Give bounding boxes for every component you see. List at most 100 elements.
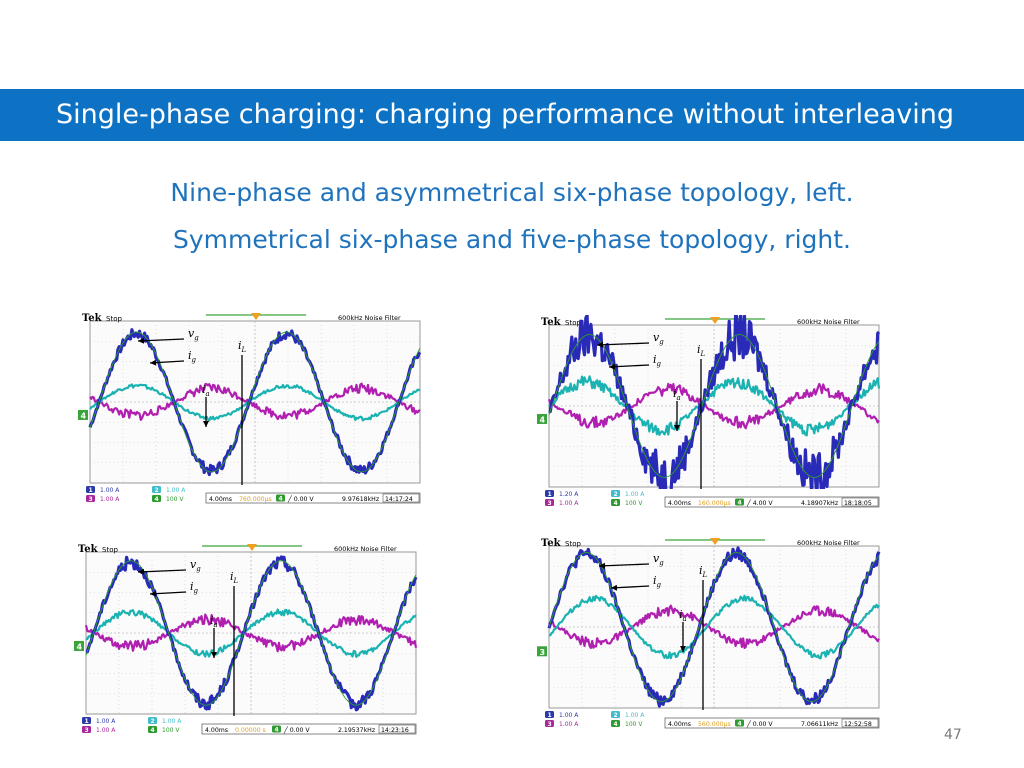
trace-ig — [548, 375, 881, 437]
scope-state: Stop — [102, 546, 118, 554]
arrow-ig — [149, 591, 187, 595]
trigger-position-icon — [247, 544, 257, 551]
channel-1-scale: 1.00 A — [96, 718, 116, 725]
arrow-ia-head — [674, 425, 680, 431]
trigger-position-readout: 0.00000 s — [235, 727, 266, 734]
channel-reference-marker — [74, 640, 84, 651]
trigger-channel-badge — [735, 719, 744, 727]
scope-brand: Tek — [541, 538, 562, 549]
trigger-channel-badge-number: 4 — [738, 500, 742, 507]
arrow-vg-head — [138, 337, 145, 344]
channel-2-badge-number: 2 — [614, 712, 618, 719]
subtitle-line-1: Nine-phase and asymmetrical six-phase to… — [170, 178, 854, 207]
trigger-position-icon — [251, 313, 261, 320]
arrow-vg — [598, 563, 650, 567]
trigger-channel-badge-number: 4 — [275, 727, 279, 734]
channel-2-scale: 1.00 A — [625, 491, 645, 498]
channel-4-badge-number: 4 — [614, 500, 618, 507]
channel-2-scale: 1.00 A — [625, 712, 645, 719]
arrow-ig — [608, 364, 650, 368]
channel-4-scale: 100 V — [162, 727, 180, 734]
status-strip — [664, 717, 880, 729]
frequency-readout: 7.06611kHz — [801, 721, 838, 728]
channel-2-scale: 1.00 A — [166, 487, 186, 494]
channel-3-scale: 1.00 A — [559, 721, 579, 728]
arrow-vg — [596, 342, 650, 346]
arrow-vg-head — [138, 568, 145, 575]
trigger-channel-badge-number: 4 — [738, 721, 742, 728]
channel-2-badge-number: 2 — [614, 491, 618, 498]
timebase-readout: 4.00ms — [205, 727, 228, 734]
trace-vg-envelope — [548, 552, 880, 702]
oscilloscope-capture-top-left: Tek Stop 600kHz Noise Filter 4 vg ig iL ia 1 1.00… — [76, 311, 422, 504]
scope-filter: 600kHz Noise Filter — [334, 545, 397, 553]
channel-3-scale: 1.00 A — [100, 496, 120, 503]
status-strip — [664, 496, 880, 508]
label-il: iL — [697, 343, 706, 358]
trace-ig — [548, 594, 880, 660]
channel-2-badge — [611, 711, 620, 718]
arrow-vg-head — [599, 562, 606, 569]
channel-1-badge — [86, 486, 95, 493]
timebase-readout: 4.00ms — [668, 500, 691, 507]
channel-2-badge-number: 2 — [155, 487, 159, 494]
channel-1-badge-number: 1 — [85, 718, 89, 725]
label-il: iL — [230, 570, 239, 585]
scope-state: Stop — [565, 540, 581, 548]
trace-il — [84, 613, 418, 653]
channel-3-scale: 1.00 A — [559, 500, 579, 507]
label-vg: vg — [653, 331, 664, 346]
trace-vg-envelope — [548, 334, 880, 478]
frequency-readout: 9.97618kHz — [342, 496, 379, 503]
label-vg: vg — [190, 558, 201, 573]
oscilloscope-capture-bottom-left: Tek Stop 600kHz Noise Filter 4 vg ig iL ia 1 1.00… — [72, 542, 418, 735]
channel-4-scale: 100 V — [166, 496, 184, 503]
arrow-ia-head — [680, 646, 686, 652]
channel-2-badge — [152, 486, 161, 493]
timestamp-readout: 14:23:16 — [381, 727, 409, 734]
label-il: iL — [238, 339, 247, 354]
channel-3-badge — [86, 495, 95, 502]
channel-4-badge — [611, 720, 620, 727]
trigger-level-readout: ╱ 0.00 V — [746, 720, 773, 728]
channel-4-scale: 100 V — [625, 721, 643, 728]
label-vg: vg — [188, 327, 199, 342]
channel-2-badge-number: 2 — [151, 718, 155, 725]
timebase-readout: 4.00ms — [209, 496, 232, 503]
title-bar: Single-phase charging: charging performa… — [0, 89, 1024, 141]
channel-1-badge-number: 1 — [548, 491, 552, 498]
trace-vg — [548, 315, 881, 500]
channel-1-badge-number: 1 — [89, 487, 93, 494]
trigger-channel-badge-number: 4 — [279, 496, 283, 503]
label-ig: ig — [190, 580, 199, 595]
channel-3-badge-number: 3 — [85, 727, 89, 734]
trigger-channel-badge — [735, 498, 744, 506]
channel-2-badge — [611, 490, 620, 497]
arrow-vg — [137, 338, 185, 342]
trace-vg-envelope — [89, 331, 421, 473]
channel-4-scale: 100 V — [625, 500, 643, 507]
scope-brand: Tek — [541, 317, 562, 328]
channel-1-scale: 1.00 A — [559, 712, 579, 719]
channel-4-badge — [611, 499, 620, 506]
arrow-vg-head — [597, 341, 604, 348]
arrow-ig-head — [150, 359, 157, 366]
arrow-ig-head — [150, 590, 157, 597]
channel-reference-label: 4 — [81, 411, 87, 420]
channel-4-badge-number: 4 — [614, 721, 618, 728]
channel-reference-label: 4 — [77, 642, 83, 651]
label-ia: ia — [202, 383, 210, 398]
oscilloscope-capture-bottom-right: Tek Stop 600kHz Noise Filter 3 vg ig iL ia 1 1.00… — [535, 536, 881, 729]
arrow-ig — [610, 585, 650, 589]
trigger-position-readout: 160.000μs — [698, 500, 731, 507]
arrow-vg — [137, 569, 187, 573]
trigger-position-icon — [710, 538, 720, 545]
trace-vg — [85, 555, 418, 712]
label-ig: ig — [188, 349, 197, 364]
trace-il — [89, 382, 421, 421]
channel-1-badge — [82, 717, 91, 724]
frequency-readout: 2.19537kHz — [338, 727, 375, 734]
channel-3-badge — [545, 720, 554, 727]
channel-1-scale: 1.20 A — [559, 491, 579, 498]
channel-reference-marker — [537, 413, 547, 424]
